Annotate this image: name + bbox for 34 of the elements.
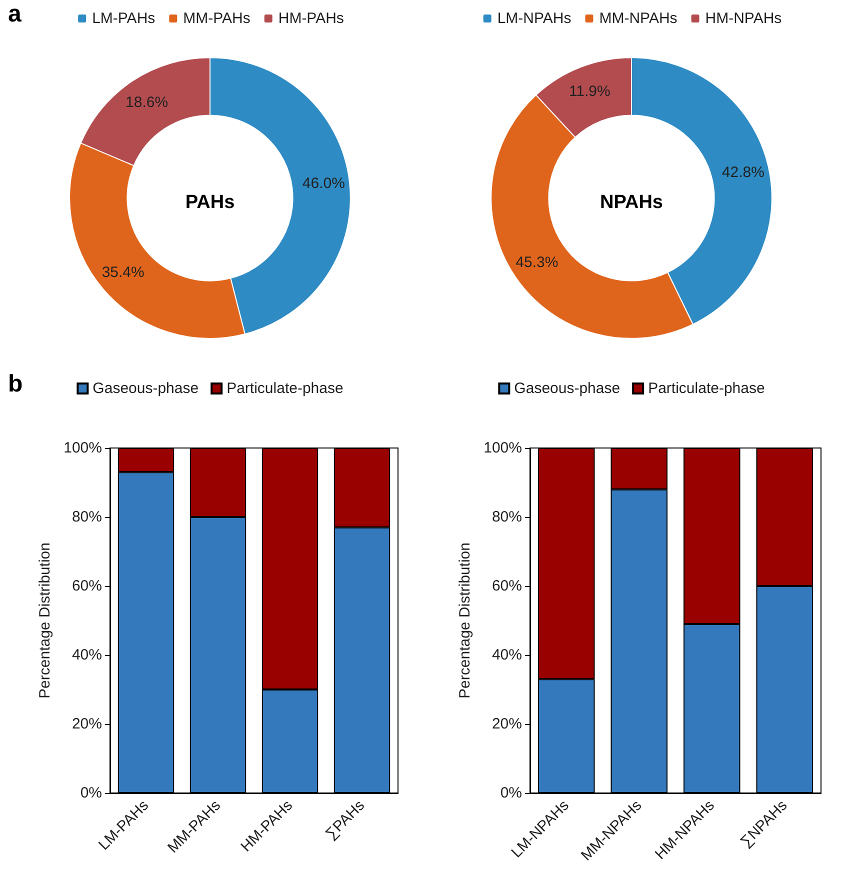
legend-label: Particulate-phase [226, 380, 344, 397]
data-label: 45.3% [516, 254, 558, 272]
data-label: 42.8% [722, 164, 764, 181]
y-tick-label: 0% [500, 784, 522, 802]
y-tick-label: 20% [72, 716, 102, 732]
y-tick-label: 0% [80, 784, 102, 802]
legend-label: Gaseous-phase [514, 380, 620, 397]
y-tick-label: 100% [484, 440, 522, 456]
text: b [8, 370, 23, 398]
text: a [8, 0, 22, 28]
legend-label: LM-PAHs [92, 10, 156, 27]
data-label: 35.4% [102, 264, 144, 282]
data-label: 18.6% [126, 94, 168, 111]
y-tick-label: 60% [492, 578, 522, 594]
y-tick-label: 20% [492, 716, 522, 732]
legend-label: HM-NPAHs [705, 10, 782, 27]
legend-label: MM-NPAHs [599, 10, 678, 27]
y-tick-label: 60% [72, 578, 102, 594]
legend-label: LM-NPAHs [497, 10, 572, 27]
y-axis-title: Percentage Distribution [456, 542, 474, 698]
data-label: 46.0% [302, 175, 345, 192]
y-tick-label: 100% [64, 440, 102, 456]
y-axis-title: Percentage Distribution [36, 542, 54, 698]
legend-label: Gaseous-phase [92, 380, 199, 397]
data-label: 11.9% [568, 82, 610, 100]
y-tick-label: 40% [492, 646, 522, 664]
text: NPAHs [600, 192, 663, 213]
y-tick-label: 40% [72, 646, 102, 664]
legend-label: MM-PAHs [183, 10, 250, 27]
y-tick-label: 80% [72, 508, 102, 526]
y-tick-label: 80% [492, 508, 522, 526]
legend-label: Particulate-phase [648, 380, 765, 397]
text: PAHs [185, 192, 235, 213]
legend-label: HM-PAHs [278, 10, 344, 27]
